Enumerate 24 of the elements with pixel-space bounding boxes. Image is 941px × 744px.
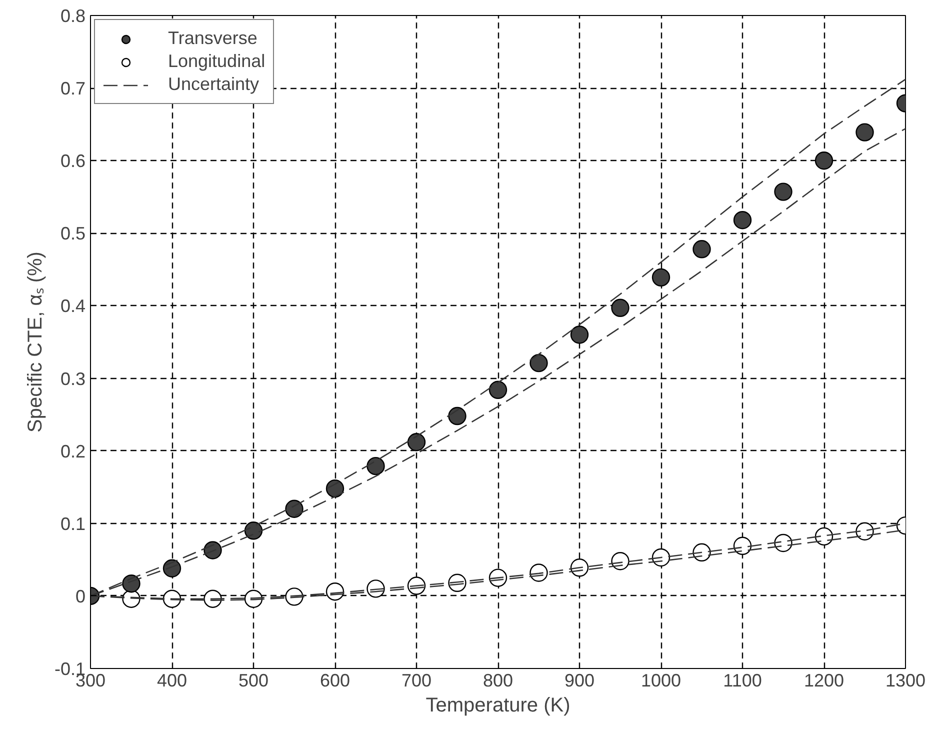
x-tick-label: 900: [564, 670, 595, 690]
x-tick-label: 1000: [640, 670, 682, 690]
y-tick-label: 0.2: [60, 441, 86, 462]
legend-label: Uncertainty: [168, 74, 260, 95]
x-tick-label: 800: [482, 670, 514, 690]
y-tick-label: 0.5: [60, 224, 86, 244]
x-tick-label: 1200: [804, 670, 844, 690]
x-tick-label: 600: [320, 670, 350, 690]
y-tick-label: 0: [75, 586, 86, 606]
x-axis-title: Temperature (K): [426, 694, 570, 716]
x-tick-label: 700: [401, 670, 432, 690]
y-tick-label: 0.7: [60, 78, 86, 99]
y-tick-label: 0.6: [60, 151, 86, 172]
legend-label: Longitudinal: [168, 51, 266, 72]
x-tick-label: 1300: [885, 670, 926, 690]
y-tick-label: 0.4: [60, 296, 86, 316]
x-tick-label: 500: [238, 670, 269, 690]
x-tick-label: 1100: [723, 670, 762, 690]
y-tick-label: 0.3: [60, 368, 86, 389]
y-axis-title: Specific CTE, αₛ (%): [24, 252, 46, 432]
legend-label: Transverse: [168, 28, 258, 49]
x-tick-label: 400: [156, 670, 188, 690]
y-tick-label: 0.8: [60, 6, 86, 26]
y-tick-label: 0.1: [60, 514, 86, 534]
